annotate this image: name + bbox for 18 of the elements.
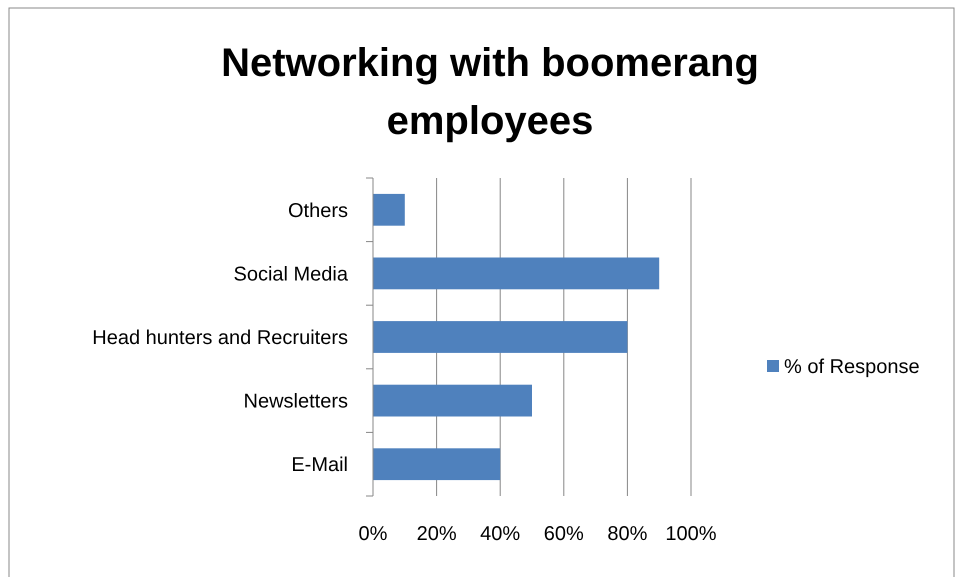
y-tick-label: E-Mail <box>291 454 348 476</box>
x-tick-label: 0% <box>358 523 388 545</box>
bar <box>373 384 532 416</box>
legend-label: % of Response <box>784 356 920 378</box>
bar <box>373 321 628 353</box>
y-tick-label: Head hunters and Recruiters <box>92 327 348 349</box>
x-tick-label: 80% <box>607 523 648 545</box>
bar <box>373 448 500 480</box>
x-tick-label: 60% <box>544 523 584 545</box>
x-tick-label: 20% <box>416 523 457 545</box>
chart-title: Networking with boomerang employees <box>221 41 759 143</box>
bar <box>373 258 660 290</box>
y-tick-label: Social Media <box>233 263 349 286</box>
x-tick-label: 40% <box>480 523 520 545</box>
y-tick-label: Newsletters <box>244 390 348 413</box>
x-tick-label: 100% <box>665 523 717 545</box>
y-tick-label: Others <box>288 200 348 222</box>
bar <box>373 194 405 226</box>
